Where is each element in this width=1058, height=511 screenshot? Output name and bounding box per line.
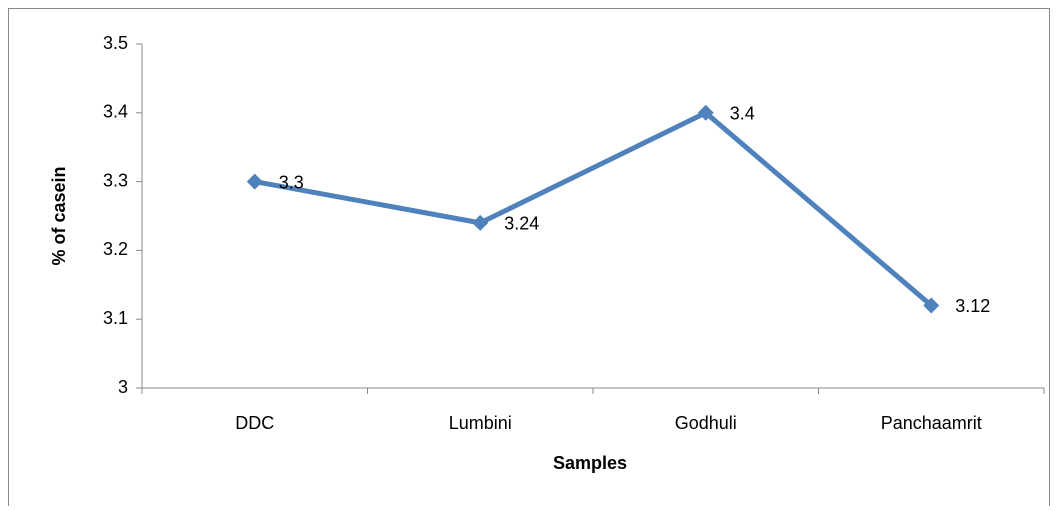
data-marker bbox=[246, 173, 263, 190]
data-marker bbox=[472, 214, 489, 231]
x-tick-label: Panchaamrit bbox=[881, 413, 982, 433]
data-label: 3.24 bbox=[504, 214, 539, 234]
y-tick-label: 3 bbox=[118, 377, 128, 397]
y-tick-label: 3.4 bbox=[103, 102, 128, 122]
chart-frame bbox=[8, 8, 1050, 511]
y-tick-label: 3.1 bbox=[103, 308, 128, 328]
x-tick-label: DDC bbox=[235, 413, 274, 433]
data-line bbox=[254, 110, 933, 308]
x-axis-title: Samples bbox=[553, 453, 627, 473]
y-tick-label: 3.5 bbox=[103, 33, 128, 53]
data-marker bbox=[923, 297, 940, 314]
data-label: 3.12 bbox=[955, 296, 990, 316]
data-label: 3.4 bbox=[730, 104, 755, 124]
x-tick-label: Lumbini bbox=[449, 413, 512, 433]
x-tick-label: Godhuli bbox=[675, 413, 737, 433]
y-tick-label: 3.2 bbox=[103, 239, 128, 259]
y-axis-title: % of casein bbox=[49, 166, 69, 265]
data-label: 3.3 bbox=[279, 172, 304, 192]
data-marker bbox=[697, 104, 714, 121]
y-tick-label: 3.3 bbox=[103, 170, 128, 190]
